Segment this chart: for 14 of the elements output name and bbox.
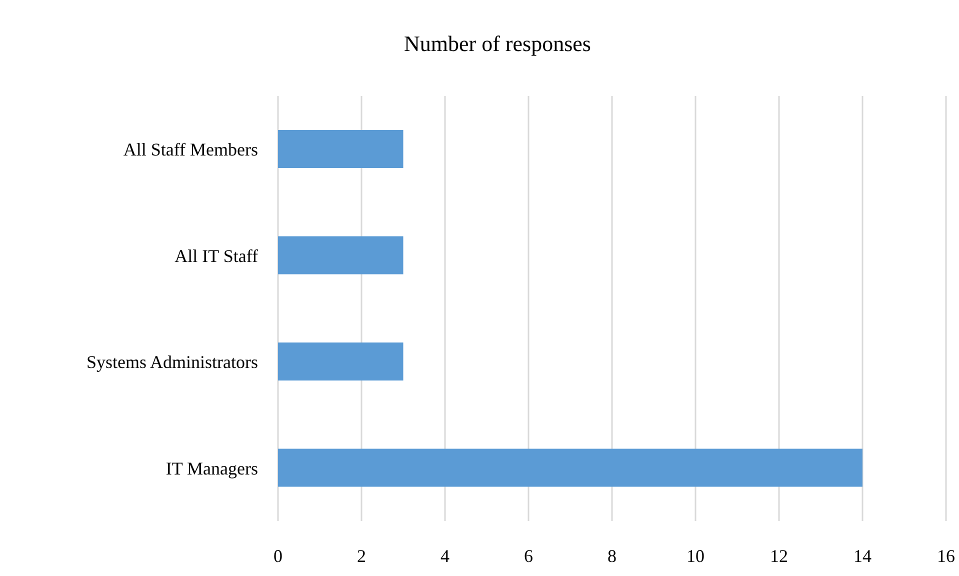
x-tick-label: 0 [274,546,282,566]
x-tick-label: 2 [357,546,366,566]
x-tick-label: 6 [524,546,533,566]
x-tick-label: 16 [937,546,955,566]
y-tick-label: Systems Administrators [86,352,258,372]
x-tick-label: 10 [686,546,704,566]
chart-title: Number of responses [403,30,592,58]
y-tick-label: All Staff Members [123,140,258,160]
y-tick-label: IT Managers [166,458,258,478]
y-tick-label: All IT Staff [174,246,258,266]
x-tick-label: 12 [770,546,788,566]
x-tick-label: 14 [854,546,872,566]
x-tick-label: 8 [608,546,616,566]
x-tick-label: 4 [440,546,450,566]
